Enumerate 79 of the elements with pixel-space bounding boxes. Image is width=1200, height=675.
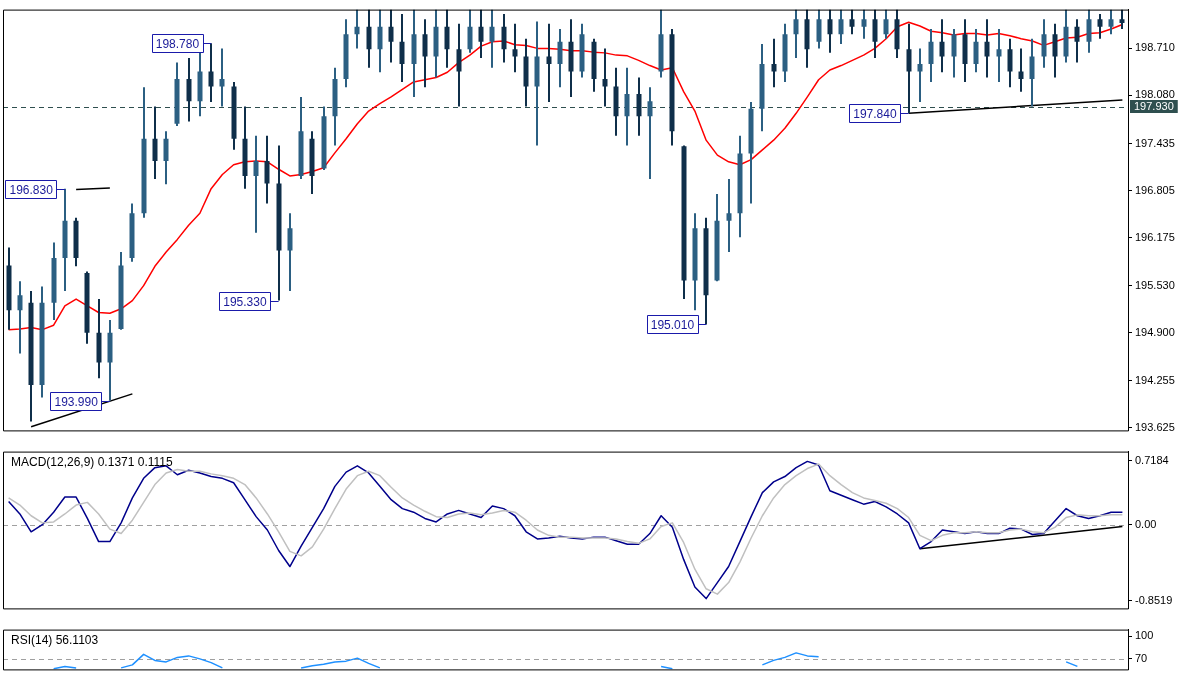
candlestick [951, 28, 957, 79]
y-tick-label: 193.625 [1135, 420, 1175, 433]
candlestick [917, 47, 923, 104]
candlestick [771, 37, 777, 89]
candlestick [984, 18, 990, 79]
candlestick [906, 22, 912, 115]
candlestick [1018, 47, 1024, 93]
candlestick [1074, 18, 1080, 64]
candlestick [377, 9, 383, 74]
candlestick [1119, 9, 1125, 30]
candlestick [636, 76, 642, 137]
y-tick-label: 70 [1135, 651, 1148, 664]
y-tick-label: 197.435 [1135, 136, 1175, 149]
candlestick [478, 9, 484, 60]
candlestick [928, 28, 934, 83]
y-tick-label: 196.805 [1135, 183, 1175, 196]
candlestick [253, 134, 259, 234]
y-tick-label: 196.175 [1135, 230, 1175, 243]
candlestick [1052, 22, 1058, 79]
candlestick [546, 22, 552, 104]
candlestick [1029, 37, 1035, 108]
candlestick [219, 47, 225, 108]
candlestick [186, 57, 192, 123]
candlestick [163, 130, 169, 186]
candlestick [557, 28, 563, 89]
candlestick [647, 86, 653, 180]
y-tick-label: 0.7184 [1135, 453, 1169, 466]
candlestick [939, 18, 945, 74]
annotation: 195.330 [223, 294, 267, 309]
candlestick [1041, 18, 1047, 69]
candlestick [1108, 9, 1114, 36]
candlestick [973, 28, 979, 74]
y-tick-label: 0.00 [1135, 517, 1157, 530]
candlestick [354, 9, 360, 50]
candlestick [816, 9, 822, 50]
candlestick [399, 13, 405, 83]
candlestick [366, 9, 372, 69]
candlestick [624, 66, 630, 147]
candlestick [388, 9, 394, 64]
annotation: 197.840 [853, 106, 897, 121]
y-tick-label: 100 [1135, 629, 1154, 642]
candlestick [838, 9, 844, 45]
candlestick [1007, 37, 1013, 89]
candlestick [793, 9, 799, 60]
candlestick [1097, 13, 1103, 40]
candlestick [602, 47, 608, 108]
y-tick-label: 198.710 [1135, 41, 1175, 54]
candlestick [422, 18, 428, 89]
candlestick [208, 42, 214, 104]
candlestick [152, 105, 158, 180]
candlestick [17, 280, 23, 355]
chart-title: RSI(14) 56.1103 [11, 632, 99, 647]
candlestick [456, 22, 462, 108]
candlestick [849, 9, 855, 36]
y-tick-label: -0.8519 [1135, 593, 1173, 606]
candlestick [996, 28, 1002, 83]
ref-line-label: 197.930 [1134, 99, 1174, 112]
y-tick-label: 198.080 [1135, 88, 1175, 101]
candlestick [861, 9, 867, 40]
annotation: 196.830 [9, 182, 54, 197]
candlestick [264, 134, 270, 205]
y-tick-label: 195.530 [1135, 278, 1175, 291]
annotation: 195.010 [650, 317, 695, 332]
candlestick [467, 9, 473, 54]
annotation: 198.780 [155, 36, 200, 51]
annotation: 193.990 [54, 394, 99, 409]
candlestick [512, 22, 518, 74]
candlestick [489, 9, 495, 69]
chart-title: MACD(12,26,9) 0.1371 0.1115 [11, 454, 173, 469]
candlestick [726, 177, 732, 254]
y-tick-label: 194.255 [1135, 373, 1175, 386]
candlestick [287, 212, 293, 292]
y-tick-label: 194.900 [1135, 325, 1175, 338]
candlestick [501, 13, 507, 64]
candlestick [883, 9, 889, 40]
candlestick [444, 9, 450, 69]
candlestick [827, 9, 833, 54]
candlestick [1086, 9, 1092, 54]
candlestick [872, 9, 878, 60]
